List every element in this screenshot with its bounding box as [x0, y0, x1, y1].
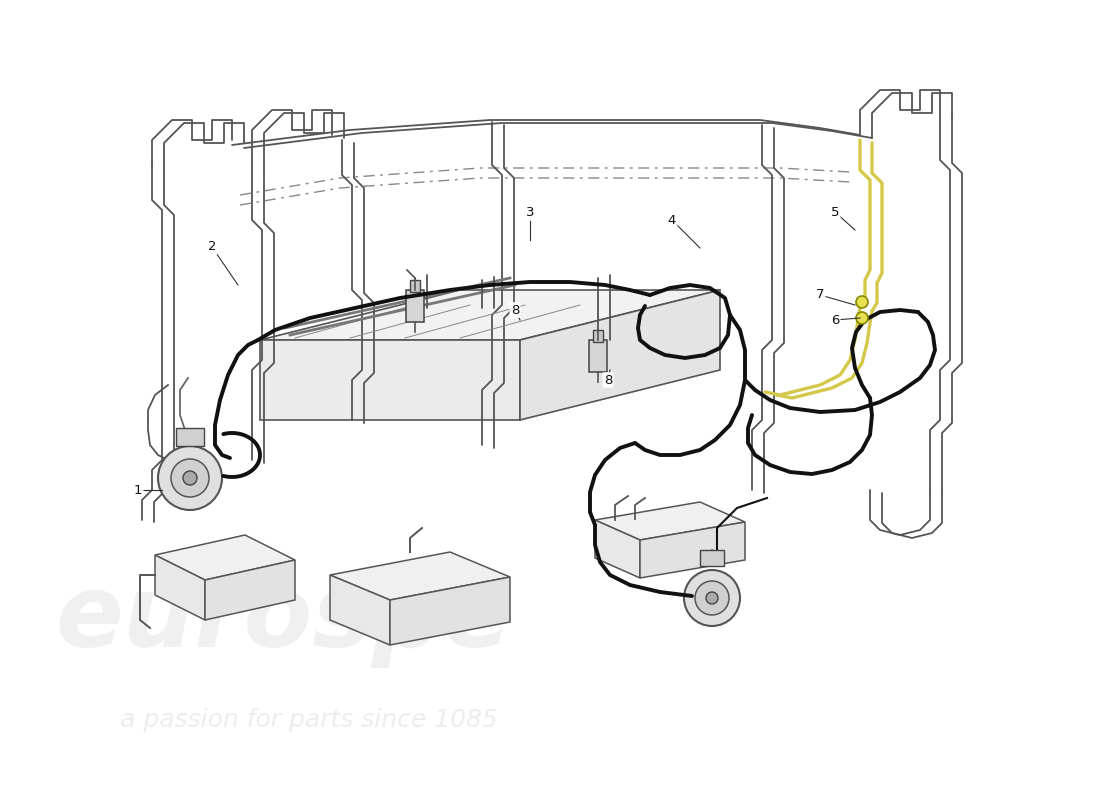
Text: 2: 2 — [208, 241, 217, 254]
Circle shape — [158, 446, 222, 510]
Polygon shape — [390, 577, 510, 645]
Polygon shape — [330, 575, 390, 645]
Bar — [406, 290, 424, 322]
Text: 8: 8 — [510, 303, 519, 317]
Polygon shape — [640, 522, 745, 578]
Bar — [176, 428, 204, 446]
Text: 1: 1 — [134, 483, 142, 497]
Text: eurospe: eurospe — [55, 571, 512, 669]
Polygon shape — [595, 520, 640, 578]
Text: 7: 7 — [816, 289, 824, 302]
Text: 5: 5 — [830, 206, 839, 218]
Bar — [588, 340, 607, 372]
Text: 6: 6 — [830, 314, 839, 326]
Polygon shape — [595, 502, 745, 540]
Text: a passion for parts since 1085: a passion for parts since 1085 — [120, 708, 497, 732]
Circle shape — [856, 312, 868, 324]
Circle shape — [183, 471, 197, 485]
Bar — [593, 330, 603, 342]
Circle shape — [684, 570, 740, 626]
Circle shape — [856, 296, 868, 308]
Bar — [700, 550, 724, 566]
Polygon shape — [520, 290, 720, 420]
Text: 8: 8 — [604, 374, 613, 386]
Text: 3: 3 — [526, 206, 535, 219]
Polygon shape — [155, 535, 295, 580]
Circle shape — [706, 592, 718, 604]
Polygon shape — [330, 552, 510, 600]
Polygon shape — [260, 340, 520, 420]
Polygon shape — [260, 290, 720, 340]
Polygon shape — [155, 555, 205, 620]
Text: 4: 4 — [668, 214, 676, 226]
Bar — [410, 280, 420, 292]
Circle shape — [170, 459, 209, 497]
Polygon shape — [205, 560, 295, 620]
Circle shape — [695, 581, 729, 615]
